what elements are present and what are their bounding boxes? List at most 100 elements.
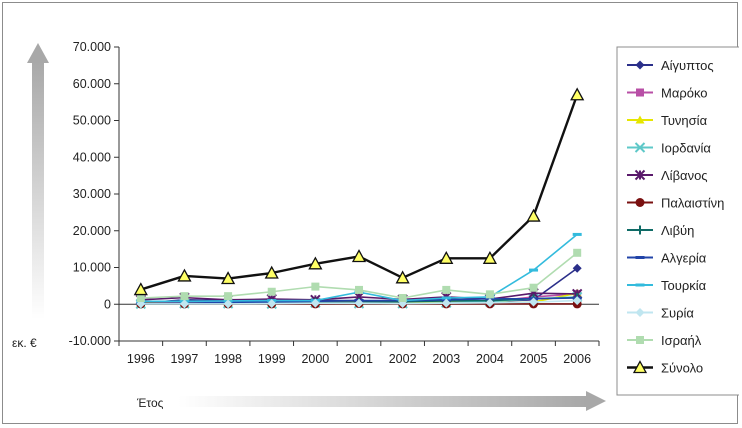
legend-entry: Μαρόκο bbox=[627, 86, 708, 101]
y-tick-label: 50.000 bbox=[73, 114, 111, 128]
series-12 bbox=[133, 87, 585, 296]
data-point bbox=[573, 248, 582, 257]
legend-entry: Λίβανος bbox=[627, 168, 708, 183]
y-axis-decorative-arrow bbox=[27, 43, 49, 319]
legend-marker bbox=[632, 360, 648, 374]
legend-label: Ισραήλ bbox=[661, 333, 702, 348]
legend-label: Παλαιστίνη bbox=[661, 196, 724, 211]
legend-label: Λιβύη bbox=[661, 223, 694, 238]
data-point bbox=[355, 285, 363, 294]
data-point bbox=[529, 283, 538, 292]
legend-entry: Σύνολο bbox=[627, 360, 703, 376]
data-point bbox=[529, 268, 539, 272]
data-point bbox=[310, 298, 320, 308]
data-point bbox=[485, 298, 495, 308]
x-tick-label: 1999 bbox=[258, 352, 286, 366]
x-axis-decorative-arrow bbox=[178, 391, 606, 411]
y-tick-label: 20.000 bbox=[73, 224, 111, 238]
y-tick-label: 40.000 bbox=[73, 150, 111, 164]
legend-entry: Αίγυπτος bbox=[627, 58, 714, 73]
data-point bbox=[220, 271, 236, 285]
x-tick-label: 2002 bbox=[389, 352, 417, 366]
legend-marker bbox=[634, 169, 646, 181]
data-point bbox=[133, 282, 148, 296]
y-tick-label: -10.000 bbox=[69, 334, 111, 348]
legend-entry: Αλγερία bbox=[627, 251, 707, 266]
legend-marker bbox=[635, 115, 645, 124]
data-point bbox=[485, 290, 494, 299]
legend-label: Τουρκία bbox=[661, 278, 707, 293]
y-tick-label: 10.000 bbox=[73, 261, 111, 275]
legend-marker bbox=[635, 225, 645, 235]
x-tick-label: 2004 bbox=[476, 352, 504, 366]
x-axis-label: Έτος bbox=[136, 396, 164, 410]
x-tick-label: 2003 bbox=[432, 352, 460, 366]
legend-entry: Παλαιστίνη bbox=[627, 196, 724, 211]
legend-entry: Ισραήλ bbox=[627, 333, 702, 348]
x-tick-label: 2005 bbox=[520, 352, 548, 366]
data-point bbox=[311, 282, 320, 291]
chart-frame: εκ. € Έτος -10.000 0 10.000 20.000 30.000 40.… bbox=[2, 2, 739, 424]
data-point bbox=[354, 298, 364, 308]
data-point bbox=[570, 87, 585, 101]
legend-entry: Ιορδανία bbox=[627, 141, 711, 156]
data-point bbox=[442, 285, 451, 294]
legend-entry: Τυνησία bbox=[627, 113, 708, 128]
data-point bbox=[136, 294, 145, 303]
x-tick-label: 1998 bbox=[214, 352, 242, 366]
legend-entry: Συρία bbox=[627, 306, 694, 321]
data-point bbox=[308, 256, 323, 270]
legend-marker bbox=[635, 256, 645, 259]
y-tick-label: 60.000 bbox=[73, 77, 111, 91]
data-point bbox=[529, 297, 539, 307]
data-point bbox=[482, 250, 498, 264]
legend-label: Μαρόκο bbox=[661, 86, 708, 101]
data-point bbox=[267, 287, 276, 296]
legend-label: Αίγυπτος bbox=[661, 58, 714, 73]
data-point bbox=[180, 292, 189, 301]
legend-entry: Τουρκία bbox=[627, 278, 707, 293]
x-tick-label: 2001 bbox=[345, 352, 373, 366]
data-point bbox=[177, 268, 192, 282]
x-tick-label: 1996 bbox=[127, 352, 155, 366]
data-point bbox=[572, 263, 582, 273]
data-point bbox=[439, 250, 454, 264]
plot-area: -10.000 0 10.000 20.000 30.000 40.000 50.000 60… bbox=[69, 40, 600, 366]
data-point bbox=[395, 270, 410, 284]
legend-entry: Λιβύη bbox=[627, 223, 694, 238]
legend-label: Συρία bbox=[661, 306, 694, 321]
x-tick-label: 2006 bbox=[563, 352, 591, 366]
y-axis-label: εκ. € bbox=[12, 336, 37, 350]
x-tick-label: 2000 bbox=[301, 352, 329, 366]
data-point bbox=[224, 292, 233, 301]
data-point bbox=[526, 208, 541, 222]
data-point bbox=[351, 249, 367, 263]
y-tick-label: 0 bbox=[104, 297, 111, 311]
legend-marker bbox=[635, 308, 645, 317]
legend: Αίγυπτος Μαρόκο Τυνησία Ιορδανία Λίβανος Παλα… bbox=[616, 46, 739, 396]
legend-marker bbox=[635, 198, 645, 207]
data-point bbox=[223, 299, 233, 309]
data-point bbox=[441, 296, 451, 300]
data-point bbox=[267, 299, 277, 309]
legend-marker bbox=[635, 283, 645, 287]
legend-label: Ιορδανία bbox=[661, 141, 711, 156]
legend-marker bbox=[635, 60, 645, 70]
legend-label: Αλγερία bbox=[661, 251, 707, 266]
legend-marker bbox=[636, 88, 644, 97]
legend-marker bbox=[634, 142, 646, 153]
y-tick-label: 70.000 bbox=[73, 40, 111, 54]
data-point bbox=[179, 299, 189, 309]
series-11 bbox=[136, 248, 582, 303]
x-tick-label: 1997 bbox=[171, 352, 199, 366]
data-point bbox=[398, 294, 407, 303]
data-point bbox=[572, 232, 582, 236]
legend-marker bbox=[636, 336, 644, 344]
legend-label: Σύνολο bbox=[661, 361, 703, 376]
line-chart: εκ. € Έτος -10.000 0 10.000 20.000 30.000 40.… bbox=[12, 40, 739, 411]
data-point bbox=[441, 298, 451, 308]
data-point bbox=[264, 265, 279, 279]
legend-label: Τυνησία bbox=[661, 113, 708, 128]
series-10 bbox=[136, 296, 582, 309]
y-tick-label: 30.000 bbox=[73, 187, 111, 201]
